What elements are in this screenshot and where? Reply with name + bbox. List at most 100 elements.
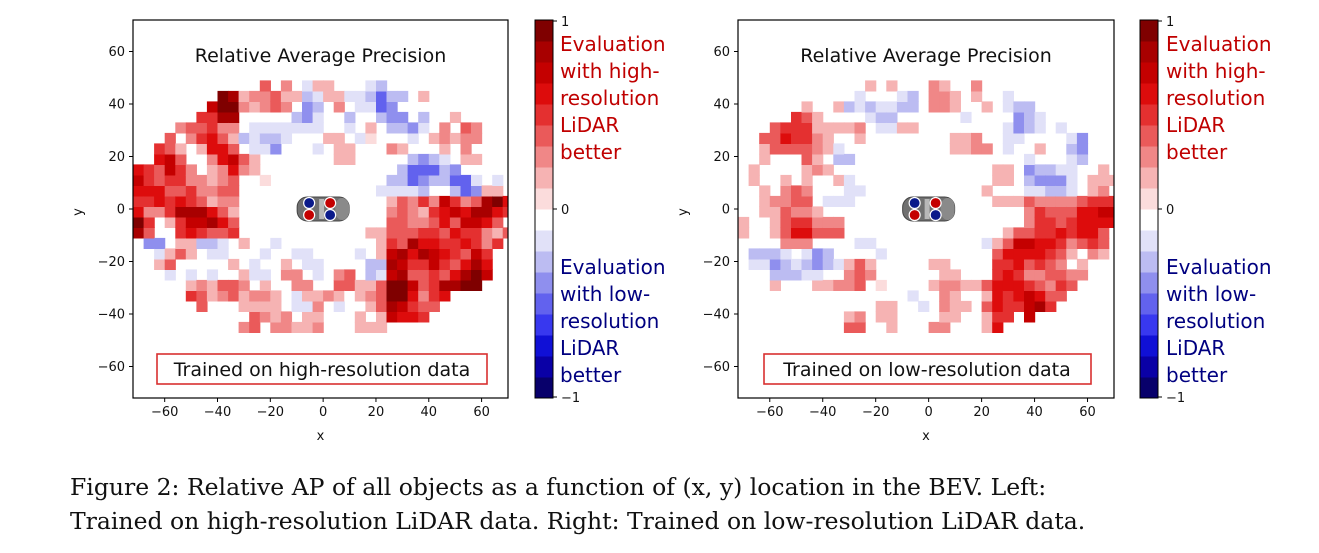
heatmap-cell — [386, 185, 398, 197]
heatmap-cell — [439, 290, 451, 302]
x-tick-label: 60 — [1079, 405, 1096, 420]
colorbar-level — [1140, 314, 1158, 336]
heatmap-cell — [1055, 185, 1067, 197]
heatmap-cell — [812, 122, 824, 134]
heatmap-cell — [259, 132, 271, 144]
heatmap-cell — [228, 111, 240, 123]
heatmap-cell — [1098, 216, 1110, 228]
heatmap-cell — [471, 269, 483, 281]
right-heatmap-panel: Relative Average Precision Trained on lo… — [676, 19, 1115, 444]
heatmap-cell — [949, 269, 961, 281]
heatmap-cell — [143, 206, 155, 218]
heatmap-cell — [428, 258, 440, 270]
y-tick-label: −40 — [703, 308, 730, 323]
heatmap-cell — [981, 237, 993, 249]
colorbar-level — [1140, 104, 1158, 126]
heatmap-cell — [196, 195, 208, 207]
heatmap-cell — [206, 164, 219, 176]
heatmap-cell — [259, 290, 271, 302]
heatmap-cell — [386, 143, 398, 155]
heatmap-cell — [1034, 300, 1046, 312]
heatmap-cell — [228, 185, 240, 197]
heatmap-cell — [854, 321, 866, 333]
heatmap-cell — [843, 279, 856, 291]
heatmap-cell — [217, 101, 229, 113]
heatmap-cell — [270, 122, 282, 134]
heatmap-cell — [196, 122, 208, 134]
heatmap-cell — [249, 321, 261, 333]
heatmap-cell — [1024, 122, 1036, 134]
heatmap-cell — [344, 122, 356, 134]
heatmap-cell — [822, 227, 834, 239]
heatmap-cell — [217, 90, 229, 102]
heatmap-cell — [270, 237, 282, 249]
heatmap-cell — [407, 279, 419, 291]
colorbar-level — [535, 83, 553, 105]
heatmap-cell — [1055, 269, 1067, 281]
heatmap-cell — [386, 279, 398, 291]
heatmap-cell — [971, 90, 983, 102]
heatmap-cell — [1055, 174, 1067, 186]
heatmap-cell — [206, 227, 219, 239]
heatmap-cell — [418, 153, 430, 165]
heatmap-cell — [418, 279, 430, 291]
heatmap-cell — [460, 195, 472, 207]
heatmap-cell — [418, 258, 430, 270]
heatmap-cell — [1013, 237, 1025, 249]
heatmap-cell — [206, 248, 219, 260]
heatmap-cell — [407, 174, 419, 186]
heatmap-cell — [1002, 143, 1014, 155]
heatmap-cell — [854, 90, 866, 102]
heatmap-cell — [175, 185, 187, 197]
heatmap-cell — [481, 195, 493, 207]
heatmap-cell — [833, 216, 845, 228]
heatmap-cell — [365, 321, 377, 333]
heatmap-cell — [481, 248, 493, 260]
heatmap-cell — [981, 101, 993, 113]
heatmap-cell — [302, 248, 314, 260]
left-low-note-line-3: resolution — [560, 309, 659, 333]
heatmap-cell — [302, 258, 314, 270]
heatmap-cell — [481, 185, 493, 197]
heatmap-cell — [133, 174, 145, 186]
heatmap-cell — [1066, 206, 1078, 218]
heatmap-cell — [492, 195, 504, 207]
heatmap-cell — [164, 143, 176, 155]
heatmap-cell — [481, 227, 493, 239]
heatmap-cell — [875, 122, 887, 134]
heatmap-cell — [780, 237, 792, 249]
heatmap-cell — [886, 311, 898, 323]
heatmap-cell — [259, 300, 271, 312]
heatmap-cell — [843, 174, 856, 186]
heatmap-cell — [769, 122, 781, 134]
left-high-note-line-5: better — [560, 140, 622, 164]
heatmap-cell — [1013, 195, 1025, 207]
heatmap-cell — [1002, 101, 1014, 113]
heatmap-cell — [185, 195, 197, 207]
heatmap-cell — [854, 132, 866, 144]
heatmap-cell — [280, 269, 293, 281]
heatmap-cell — [875, 111, 887, 123]
right-x-axis-label: x — [922, 429, 930, 444]
heatmap-cell — [949, 279, 961, 291]
vehicle-window — [924, 199, 930, 219]
heatmap-cell — [769, 227, 781, 239]
left-annotation-box — [156, 353, 488, 385]
heatmap-cell — [302, 311, 314, 323]
heatmap-cell — [228, 279, 240, 291]
heatmap-cell — [217, 185, 229, 197]
heatmap-cell — [1013, 248, 1025, 260]
heatmap-cell — [1002, 90, 1014, 102]
heatmap-cell — [259, 174, 271, 186]
heatmap-cell — [386, 122, 398, 134]
heatmap-cell — [164, 153, 176, 165]
heatmap-cell — [376, 290, 388, 302]
heatmap-cell — [386, 111, 398, 123]
heatmap-cell — [333, 269, 345, 281]
y-tick-label: −40 — [98, 308, 125, 323]
heatmap-cell — [1034, 290, 1046, 302]
heatmap-cell — [154, 195, 166, 207]
heatmap-cell — [801, 258, 813, 270]
colorbar-level — [535, 230, 553, 252]
heatmap-cell — [939, 311, 951, 323]
